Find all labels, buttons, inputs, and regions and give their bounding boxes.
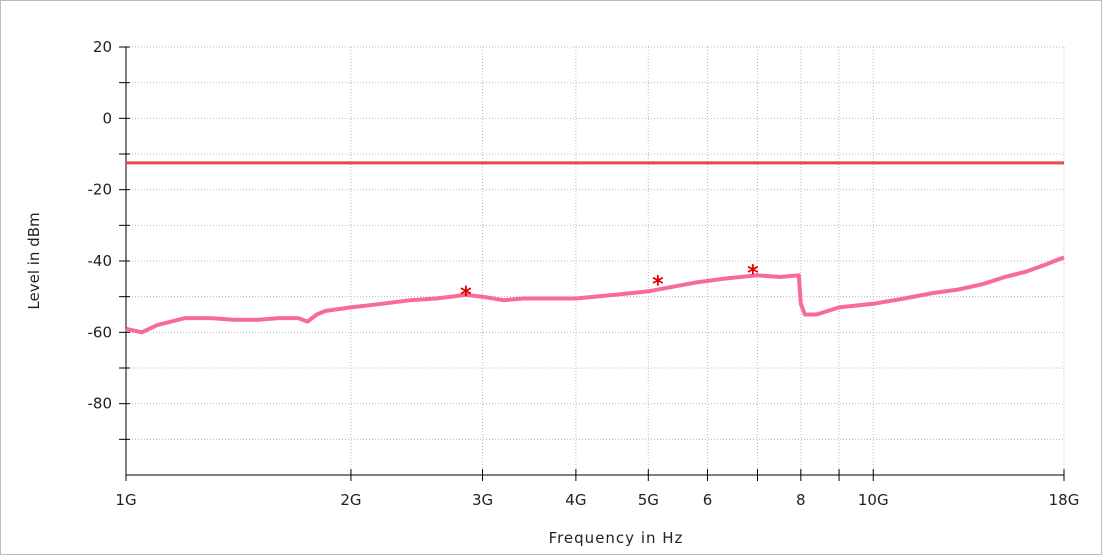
peak-marker: * bbox=[652, 272, 664, 297]
y-tick-label: -80 bbox=[88, 395, 113, 413]
peak-marker: * bbox=[460, 283, 472, 308]
peak-marker: * bbox=[747, 262, 759, 287]
x-tick-label: 4G bbox=[565, 491, 586, 509]
trace bbox=[125, 255, 1065, 335]
x-tick-label: 1G bbox=[115, 491, 136, 509]
y-tick-label: -20 bbox=[88, 181, 113, 199]
x-tick-label: 3G bbox=[472, 491, 493, 509]
y-axis-label: Level in dBm bbox=[25, 212, 43, 309]
x-tick-label: 6 bbox=[703, 491, 713, 509]
y-tick-label: 0 bbox=[102, 109, 112, 127]
x-tick-label: 10G bbox=[858, 491, 889, 509]
x-tick-label: 18G bbox=[1049, 491, 1080, 509]
x-tick-label: 2G bbox=[340, 491, 361, 509]
y-tick-label: 20 bbox=[93, 38, 112, 56]
y-tick-label: -60 bbox=[88, 323, 113, 341]
x-tick-label: 8 bbox=[796, 491, 806, 509]
x-axis-label: Frequency in Hz bbox=[549, 529, 684, 547]
y-tick-label: -40 bbox=[88, 252, 113, 270]
x-tick-label: 5G bbox=[638, 491, 659, 509]
